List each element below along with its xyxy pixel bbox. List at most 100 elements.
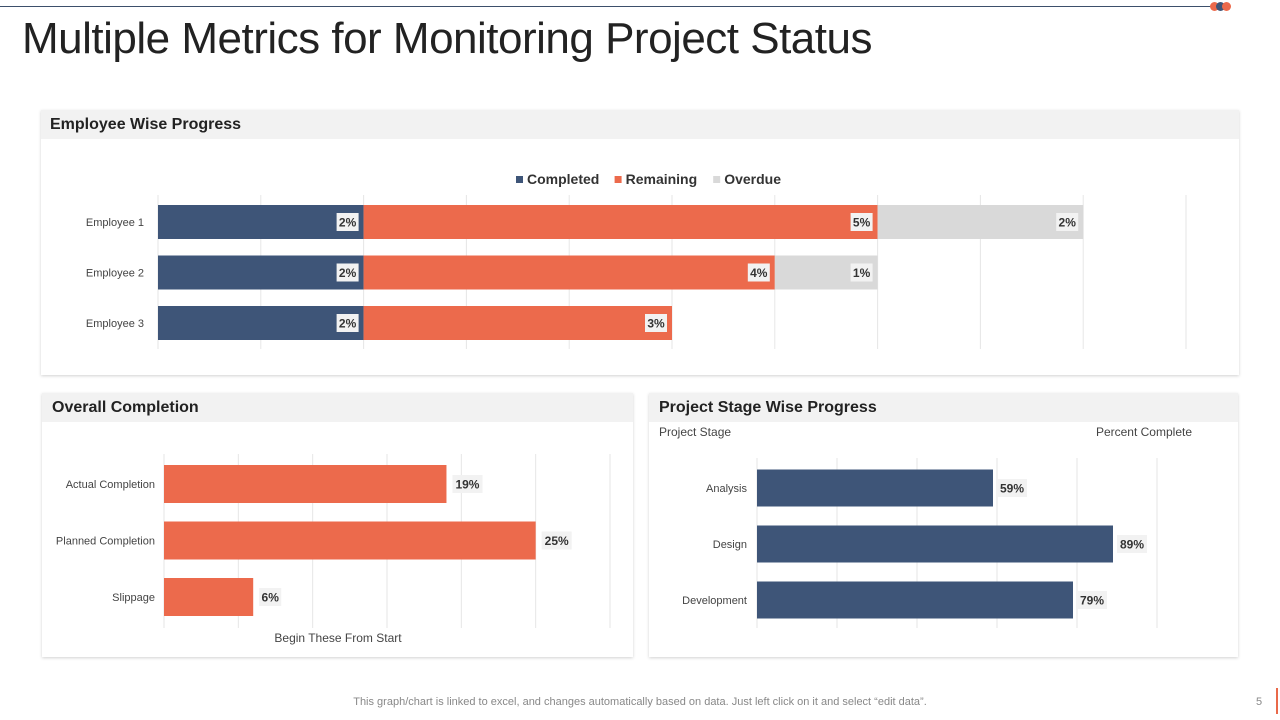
- stage-y-axis-title: Project Stage: [659, 425, 731, 439]
- employee-label-employee-1-completed-bg: [336, 213, 359, 231]
- dot-navy: [1216, 2, 1225, 11]
- stage-bar-analysis: [757, 469, 993, 507]
- stage-progress-chart: 59% 89% 79% Analysis Design Development Proj…: [659, 425, 1192, 628]
- overall-completion-chart: 19% 25% 6% Actual Completion Planned Comple…: [56, 454, 611, 645]
- employee-bar-employee-2-remaining: [363, 255, 775, 290]
- overall-label-actual-completion: 19%: [452, 475, 483, 493]
- overall-label-actual-completion-bg: [452, 475, 483, 493]
- top-rule: [0, 6, 1228, 7]
- employee-label-employee-2-remaining: 4%: [747, 263, 770, 282]
- stage-label-design: 89%: [1117, 535, 1147, 553]
- overall-label-slippage-bg: [259, 588, 282, 606]
- overall-label-slippage-text: 6%: [262, 591, 280, 605]
- overall-axis-labels: Begin These From Start: [274, 631, 402, 645]
- overall-completion-panel: Overall Completion 19% 25% 6% Actual Compl…: [42, 393, 633, 657]
- employee-label-employee-1-completed: 2%: [336, 213, 359, 231]
- employee-progress-heading: Employee Wise Progress: [41, 110, 1239, 139]
- stage-label-analysis-bg: [997, 479, 1027, 497]
- overall-bar-slippage: [164, 578, 254, 616]
- employee-label-employee-2-completed: 2%: [336, 263, 359, 282]
- employee-bar-employee-1-completed: [158, 205, 364, 239]
- stage-bar-design: [757, 525, 1113, 563]
- employee-bar-employee-1-remaining: [363, 205, 878, 239]
- employee-bar-employee-3-remaining: [363, 306, 672, 340]
- stage-category-analysis: Analysis: [706, 483, 747, 495]
- overall-label-planned-completion-text: 25%: [545, 534, 569, 548]
- overall-category-actual-completion: Actual Completion: [66, 479, 155, 491]
- legend-swatch-completed: [516, 176, 523, 183]
- stage-progress-panel: Project Stage Wise Progress 59% 89% 79% An…: [649, 393, 1238, 657]
- employee-label-employee-1-remaining: 5%: [850, 213, 873, 231]
- legend-swatch-remaining: [614, 176, 622, 183]
- overall-label-planned-completion: 25%: [541, 531, 572, 550]
- stage-progress-heading: Project Stage Wise Progress: [649, 393, 1238, 422]
- employee-label-employee-2-remaining-bg: [747, 263, 770, 282]
- stage-label-development-bg: [1077, 591, 1107, 609]
- stage-bars: 59% 89% 79%: [757, 469, 1147, 619]
- employee-label-employee-1-overdue-text: 2%: [1059, 216, 1077, 230]
- stage-label-analysis-text: 59%: [1000, 482, 1024, 496]
- page-accent-bar: [1276, 688, 1278, 714]
- employee-legend: Completed Remaining Overdue: [516, 171, 781, 187]
- dot-orange-1: [1210, 2, 1219, 11]
- legend-label-remaining: Remaining: [626, 171, 698, 187]
- employee-label-employee-2-overdue-bg: [850, 263, 873, 282]
- employee-label-employee-3-completed-text: 2%: [339, 317, 357, 331]
- employee-label-employee-1-overdue: 2%: [1056, 213, 1079, 231]
- overall-category-slippage: Slippage: [112, 592, 155, 604]
- employee-label-employee-3-remaining: 3%: [645, 314, 667, 332]
- employee-label-employee-1-completed-text: 2%: [339, 216, 357, 230]
- employee-label-employee-2-remaining-text: 4%: [750, 266, 768, 280]
- employee-bar-employee-2-completed: [158, 255, 364, 290]
- employee-bar-employee-1-overdue: [877, 205, 1084, 239]
- employee-label-employee-2-completed-text: 2%: [339, 266, 357, 280]
- stage-category-design: Design: [713, 539, 747, 551]
- stage-category-development: Development: [682, 595, 747, 607]
- employee-label-employee-3-remaining-bg: [645, 314, 667, 332]
- legend-swatch-overdue: [713, 176, 721, 183]
- page-title: Multiple Metrics for Monitoring Project …: [22, 14, 872, 63]
- employee-label-employee-1-remaining-bg: [850, 213, 873, 231]
- stage-category-labels: Analysis Design Development: [682, 483, 747, 607]
- employee-category-labels: Employee 1 Employee 2 Employee 3: [86, 217, 144, 330]
- stage-label-design-text: 89%: [1120, 538, 1144, 552]
- employee-category-employee-3: Employee 3: [86, 318, 144, 330]
- employee-bars: 2% 5% 2% 2% 4% 1% 2% 3%: [158, 205, 1084, 340]
- employee-progress-panel: Employee Wise Progress 2% 5% 2% 2% 4% 1% 2% 3% …: [41, 110, 1239, 375]
- employee-category-employee-2: Employee 2: [86, 268, 144, 280]
- stage-label-development-text: 79%: [1080, 594, 1104, 608]
- legend-label-completed: Completed: [527, 171, 599, 187]
- employee-label-employee-1-remaining-text: 5%: [853, 216, 871, 230]
- employee-label-employee-2-overdue: 1%: [850, 263, 873, 282]
- overall-label-actual-completion-text: 19%: [455, 478, 479, 492]
- employee-label-employee-3-completed: 2%: [336, 314, 359, 332]
- overall-label-planned-completion-bg: [541, 531, 572, 550]
- overall-label-slippage: 6%: [259, 588, 282, 606]
- brand-dots: [1210, 2, 1234, 11]
- legend-label-overdue: Overdue: [724, 171, 781, 187]
- stage-label-development: 79%: [1077, 591, 1107, 609]
- page-number: 5: [1256, 696, 1263, 708]
- stage-x-axis-title: Percent Complete: [1096, 425, 1192, 439]
- employee-label-employee-3-completed-bg: [336, 314, 359, 332]
- footer-note: This graph/chart is linked to excel, and…: [353, 696, 927, 708]
- overall-category-planned-completion: Planned Completion: [56, 536, 155, 548]
- overall-category-labels: Actual Completion Planned Completion Slipp…: [56, 479, 155, 604]
- stage-bar-development: [757, 581, 1073, 619]
- employee-label-employee-1-overdue-bg: [1056, 213, 1079, 231]
- employee-label-employee-2-completed-bg: [336, 263, 359, 282]
- overall-x-axis-title: Begin These From Start: [274, 631, 402, 645]
- employee-category-employee-1: Employee 1: [86, 217, 144, 229]
- stage-label-design-bg: [1117, 535, 1147, 553]
- dot-orange-2: [1222, 2, 1231, 11]
- employee-label-employee-2-overdue-text: 1%: [853, 266, 871, 280]
- stage-label-analysis: 59%: [997, 479, 1027, 497]
- employee-bar-employee-3-completed: [158, 306, 364, 340]
- overall-bar-planned-completion: [164, 521, 536, 560]
- overall-completion-heading: Overall Completion: [42, 393, 633, 422]
- overall-bars: 19% 25% 6%: [164, 465, 572, 616]
- overall-bar-actual-completion: [164, 465, 447, 503]
- employee-label-employee-3-remaining-text: 3%: [647, 317, 665, 331]
- stage-axis-labels: Project Stage Percent Complete: [659, 425, 1192, 439]
